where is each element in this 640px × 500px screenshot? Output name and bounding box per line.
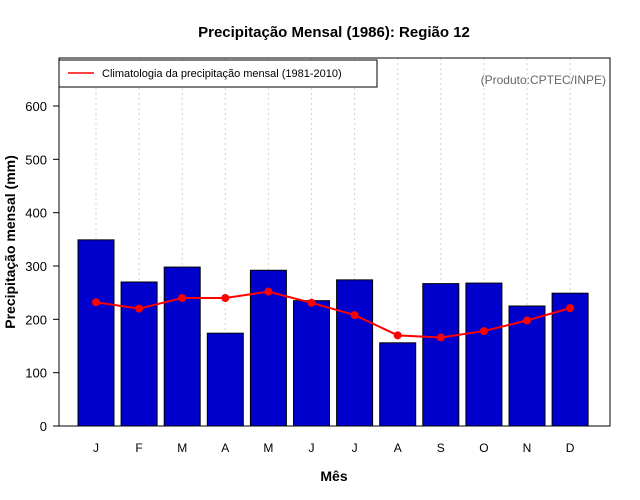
x-tick-label: N — [523, 441, 532, 455]
climatology-point — [135, 304, 144, 313]
climatology-point — [178, 294, 187, 302]
x-tick-label: M — [263, 441, 273, 455]
x-tick-label: A — [394, 441, 402, 455]
bar-series — [77, 239, 589, 427]
legend: Climatologia da precipitação mensal (198… — [58, 59, 378, 88]
bar — [77, 239, 115, 427]
x-tick-label: S — [437, 441, 445, 455]
climatology-point — [307, 298, 316, 307]
x-tick-label: J — [93, 441, 99, 455]
bar — [120, 281, 158, 427]
bar — [379, 342, 417, 427]
climatology-line-series — [92, 287, 575, 342]
bar — [206, 332, 244, 427]
bar — [163, 266, 201, 427]
y-tick-label: 600 — [25, 99, 47, 114]
bar — [465, 282, 503, 427]
x-tick-label: O — [479, 441, 488, 455]
legend-box — [58, 59, 378, 88]
y-tick-label: 500 — [25, 152, 47, 167]
legend-label: Climatologia da precipitação mensal (198… — [102, 68, 342, 80]
chart-title: Precipitação Mensal (1986): Região 12 — [198, 24, 470, 41]
x-tick-label: D — [566, 441, 575, 455]
climatology-point — [350, 311, 359, 320]
climatology-point — [436, 333, 445, 342]
climatology-point — [523, 316, 531, 325]
x-tick-label: M — [177, 441, 187, 455]
y-tick-label: 0 — [40, 419, 47, 434]
y-tick-label: 100 — [25, 366, 47, 381]
credit-annotation: (Produto:CPTEC/INPE) — [481, 73, 606, 87]
bar — [422, 283, 460, 427]
bar — [293, 300, 330, 427]
climatology-line — [95, 290, 571, 339]
climatology-point — [92, 298, 100, 307]
x-axis-label: Mês — [320, 468, 347, 484]
y-tick-label: 300 — [25, 259, 47, 274]
x-tick-label: A — [221, 441, 229, 455]
climatology-point — [264, 287, 273, 296]
bar — [249, 269, 287, 427]
x-tick-label: J — [352, 441, 358, 455]
x-tick-label: F — [135, 441, 142, 455]
y-axis-label: Precipitação mensal (mm) — [2, 155, 18, 329]
climatology-point — [393, 331, 402, 340]
y-tick-label: 200 — [25, 312, 47, 327]
climatology-point — [566, 304, 575, 313]
y-tick-label: 400 — [25, 206, 47, 221]
bar — [336, 279, 374, 427]
y-axis: 0 100 200 300 400 500 600 — [25, 99, 59, 434]
bar — [551, 292, 589, 427]
x-tick-label: J — [309, 441, 315, 455]
climatology-point — [221, 294, 230, 302]
climatology-point — [479, 327, 488, 336]
plot-frame — [58, 57, 611, 427]
